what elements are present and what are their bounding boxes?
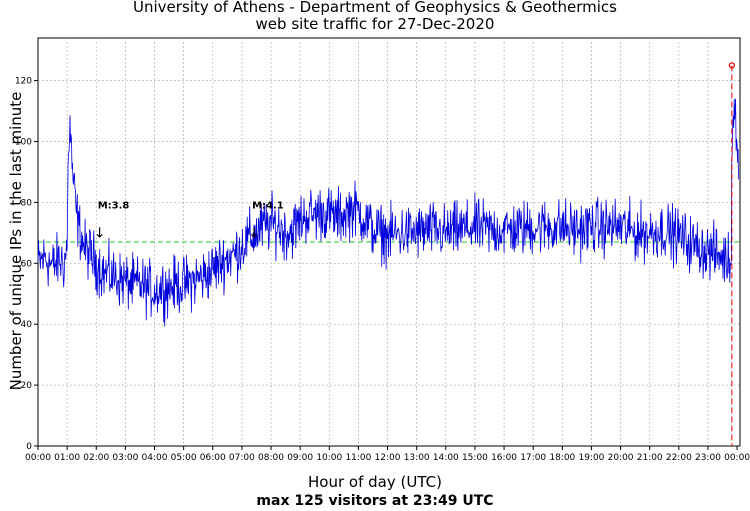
x-tick-label: 04:00 <box>142 453 168 463</box>
max-marker-point <box>728 62 735 69</box>
y-tick-label: 80 <box>21 198 33 208</box>
y-tick-label: 60 <box>21 259 33 269</box>
chart-subtitle: web site traffic for 27-Dec-2020 <box>255 15 495 33</box>
x-tick-label: 17:00 <box>520 453 546 463</box>
event-annotation-label: M:4.1 <box>252 201 284 212</box>
x-tick-label: 00:00 <box>724 453 750 463</box>
y-tick-label: 0 <box>26 442 32 452</box>
y-axis-label: Number of unique IPs in the last minute <box>7 91 25 391</box>
x-tick-label: 22:00 <box>666 453 692 463</box>
event-annotation-arrow: ↓ <box>94 225 106 241</box>
x-tick-label: 16:00 <box>491 453 517 463</box>
visitors-series-line <box>37 98 739 327</box>
x-tick-label: 13:00 <box>404 453 430 463</box>
x-tick-label: 05:00 <box>171 453 197 463</box>
x-tick-label: 20:00 <box>608 453 634 463</box>
x-tick-label: 02:00 <box>83 453 109 463</box>
x-tick-label: 12:00 <box>375 453 401 463</box>
y-tick-label: 20 <box>21 381 33 391</box>
x-tick-label: 18:00 <box>549 453 575 463</box>
x-tick-label: 10:00 <box>316 453 342 463</box>
x-tick-label: 01:00 <box>54 453 80 463</box>
traffic-chart: 00:00 01:00 02:00 03:00 04:00 05:00 06:00 07:00… <box>15 37 750 463</box>
x-tick-label: 11:00 <box>345 453 371 463</box>
y-tick-label: 40 <box>21 320 33 330</box>
x-axis-label: Hour of day (UTC) <box>308 473 442 491</box>
x-tick-label: 14:00 <box>433 453 459 463</box>
chart-title: University of Athens - Department of Geo… <box>133 0 617 16</box>
x-tick-label: 00:00 <box>25 453 51 463</box>
x-tick-label: 23:00 <box>695 453 721 463</box>
x-tick-label: 19:00 <box>578 453 604 463</box>
event-annotation-arrow: ↓ <box>248 225 260 241</box>
y-tick-label: 100 <box>15 138 32 148</box>
x-tick-label: 06:00 <box>200 453 226 463</box>
y-tick-label: 120 <box>15 77 32 87</box>
event-annotation-label: M:3.8 <box>98 201 130 212</box>
x-tick-label: 21:00 <box>637 453 663 463</box>
x-tick-label: 07:00 <box>229 453 255 463</box>
x-tick-label: 08:00 <box>258 453 284 463</box>
x-tick-label: 15:00 <box>462 453 488 463</box>
x-tick-label: 03:00 <box>112 453 138 463</box>
max-visitors-note: max 125 visitors at 23:49 UTC <box>256 493 494 509</box>
x-tick-label: 09:00 <box>287 453 313 463</box>
